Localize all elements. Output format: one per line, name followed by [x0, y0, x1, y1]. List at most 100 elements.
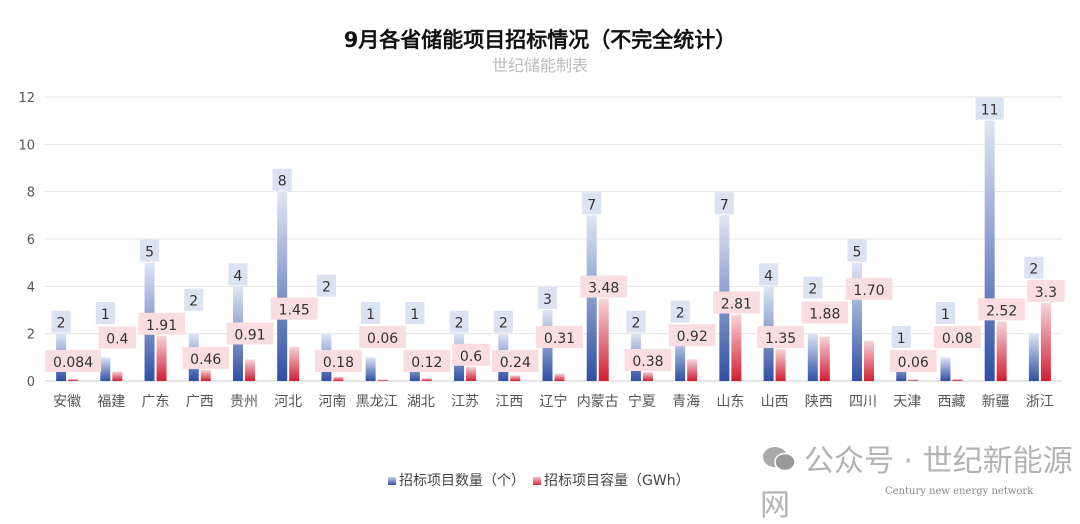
bar-capacity: [112, 371, 123, 381]
data-label-bg: [449, 310, 469, 333]
data-label-bg: [95, 302, 115, 324]
data-label-count: 5: [853, 245, 862, 261]
data-label-bg: [359, 326, 407, 348]
x-tick-label: 青海: [672, 394, 700, 410]
data-label-count: 3: [543, 292, 552, 308]
data-label-bg: [975, 97, 1004, 120]
data-label-count: 2: [631, 316, 640, 332]
y-tick-label: 4: [27, 280, 35, 295]
y-tick-label: 8: [27, 186, 35, 201]
data-label-capacity: 0.084: [53, 355, 93, 371]
chart-subtitle: 世纪储能制表: [491, 56, 588, 75]
bar-capacity: [819, 336, 830, 381]
data-label-count: 5: [145, 245, 154, 261]
data-label-bg: [138, 312, 185, 335]
data-label-count: 1: [941, 307, 950, 323]
data-label-bg: [1027, 279, 1065, 302]
bar-capacity: [731, 314, 742, 381]
data-label-count: 2: [808, 282, 817, 298]
bar-capacity: [864, 340, 875, 381]
data-label-count: 2: [1029, 262, 1038, 278]
data-label-bg: [493, 310, 513, 333]
legend-label: 招标项目容量（GWh）: [544, 473, 690, 489]
data-label-bg: [405, 302, 425, 324]
bar-chart: 024681012安徽 福建 广东 广西 贵州 河北 河南 黑龙江 湖北 江苏 江西 辽宁 内蒙古 宁夏青…: [18, 91, 1065, 410]
data-label-capacity: 1.91: [146, 318, 177, 334]
data-label-bg: [361, 302, 381, 324]
data-label-bg: [315, 350, 362, 372]
data-label-capacity: 0.91: [234, 327, 265, 343]
data-label-bg: [803, 276, 823, 299]
data-label-count: 4: [764, 268, 773, 284]
data-label-count: 2: [322, 280, 331, 296]
x-tick-label: 湖北: [407, 394, 435, 410]
data-label-capacity: 1.45: [279, 303, 310, 319]
bar-count: [984, 120, 995, 382]
data-label-count: 7: [587, 197, 596, 213]
data-label-capacity: 0.38: [632, 354, 663, 370]
data-label-bg: [139, 239, 160, 262]
data-label-bg: [714, 192, 734, 215]
x-tick-label: 宁夏: [628, 393, 656, 410]
data-label-bg: [935, 302, 956, 324]
data-label-bg: [403, 350, 451, 372]
x-tick-label: 陕西: [805, 394, 833, 410]
data-label-bg: [184, 288, 204, 311]
data-label-count: 2: [57, 316, 66, 332]
x-tick-label: 贵州: [230, 394, 258, 410]
y-tick-label: 0: [27, 375, 35, 390]
data-label-bg: [582, 192, 602, 215]
data-label-bg: [98, 326, 137, 349]
bar-capacity: [510, 375, 521, 381]
x-tick-label: 天津: [893, 394, 921, 410]
bar-capacity: [466, 366, 477, 381]
data-label-count: 8: [278, 174, 287, 190]
bar-capacity: [687, 359, 698, 381]
bar-count: [365, 357, 376, 381]
data-label-count: 2: [455, 316, 464, 332]
data-label-bg: [891, 326, 911, 348]
data-label-capacity: 1.35: [765, 331, 796, 347]
data-label-capacity: 0.46: [190, 352, 221, 368]
chart-title: 9月各省储能项目招标情况（不完全统计）: [343, 28, 737, 52]
x-tick-label: 西藏: [937, 394, 965, 410]
data-label-capacity: 1.88: [809, 307, 840, 323]
bar-capacity: [421, 378, 432, 381]
data-label-capacity: 0.12: [411, 355, 442, 371]
data-label-bg: [45, 350, 102, 372]
data-label-bg: [226, 322, 274, 345]
wechat-icon: [763, 447, 796, 472]
data-label-capacity: 1.70: [853, 283, 884, 299]
y-tick-label: 12: [18, 91, 35, 106]
data-label-bg: [452, 343, 490, 366]
data-label-capacity: 0.06: [367, 331, 398, 347]
data-label-capacity: 0.4: [106, 332, 128, 348]
x-tick-label: 江苏: [451, 394, 479, 410]
data-label-bg: [889, 350, 937, 372]
data-label-count: 1: [410, 307, 419, 323]
data-label-capacity: 0.06: [898, 355, 929, 371]
data-label-bg: [934, 326, 981, 348]
data-label-capacity: 2.81: [721, 296, 752, 312]
bar-count: [852, 262, 863, 381]
data-label-bg: [537, 287, 558, 309]
x-tick-label: 河北: [274, 394, 302, 410]
x-tick-label: 山西: [761, 394, 789, 410]
bar-capacity: [200, 370, 211, 381]
bar-capacity: [554, 373, 565, 381]
data-label-bg: [624, 349, 672, 372]
bar-capacity: [1040, 302, 1051, 381]
data-label-count: 7: [720, 197, 729, 213]
data-label-count: 2: [676, 306, 685, 322]
data-label-capacity: 0.6: [460, 349, 482, 365]
x-tick-label: 安徽: [53, 394, 81, 410]
data-label-count: 11: [981, 103, 999, 119]
bar-capacity: [289, 346, 300, 381]
data-label-bg: [801, 301, 849, 324]
watermark-en: Century new energy network: [885, 486, 1034, 497]
data-label-bg: [847, 239, 867, 262]
bar-capacity: [244, 359, 255, 381]
bar-count: [940, 357, 951, 381]
data-label-count: 2: [189, 294, 198, 310]
bar-capacity: [642, 372, 653, 381]
